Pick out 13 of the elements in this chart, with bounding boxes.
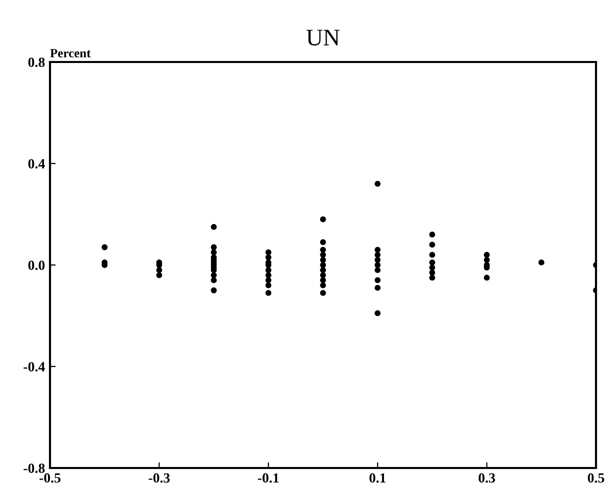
x-tick-label: 0.3 bbox=[478, 473, 496, 483]
y-tick-label: 0.0 bbox=[28, 260, 45, 270]
x-tick-label: -0.3 bbox=[148, 473, 170, 483]
y-tick-label: -0.4 bbox=[24, 362, 45, 372]
x-tick-label: 0.1 bbox=[369, 473, 386, 483]
y-tick-label: 0.4 bbox=[28, 159, 45, 169]
x-tick-label: 0.5 bbox=[588, 473, 604, 483]
y-tick-label: -0.8 bbox=[24, 464, 45, 474]
y-tick-label: 0.8 bbox=[28, 58, 45, 68]
chart-title: UN bbox=[306, 30, 340, 46]
y-axis-title: Percent bbox=[50, 49, 91, 58]
x-tick-label: -0.5 bbox=[40, 473, 60, 483]
x-tick-label: -0.1 bbox=[258, 473, 279, 483]
